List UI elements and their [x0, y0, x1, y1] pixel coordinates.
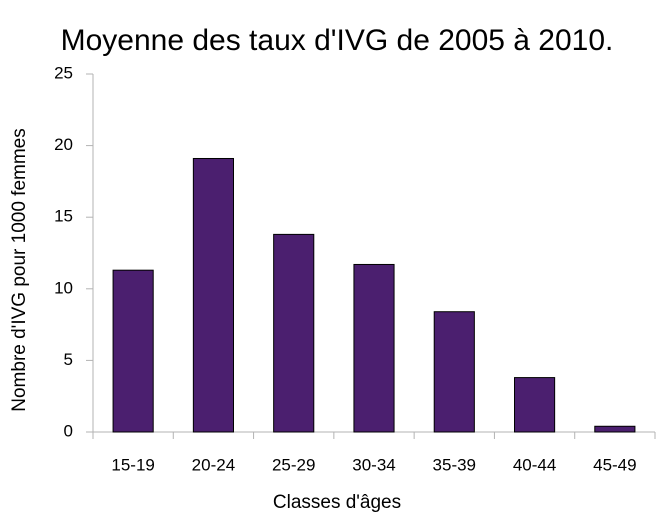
- y-tick-label: 25: [54, 63, 73, 82]
- bar: [273, 233, 315, 433]
- y-tick-label: 20: [54, 135, 73, 154]
- bar: [192, 157, 235, 433]
- y-tick-label: 5: [64, 350, 73, 369]
- y-axis-label: Nombre d'IVG pour 1000 femmes: [9, 128, 30, 411]
- x-tick-label: 25-29: [272, 455, 315, 474]
- y-tick-label: 10: [54, 278, 73, 297]
- bar: [514, 377, 556, 433]
- x-axis-label: Classes d'âges: [273, 492, 401, 513]
- bar: [433, 311, 475, 433]
- x-tick-label: 15-19: [111, 455, 154, 474]
- x-tick-label: 40-44: [513, 455, 556, 474]
- y-tick-label: 0: [64, 421, 73, 440]
- bar: [112, 269, 154, 433]
- x-tick-label: 30-34: [352, 455, 395, 474]
- x-tick-label: 45-49: [593, 455, 636, 474]
- chart-title: Moyenne des taux d'IVG de 2005 à 2010.: [61, 24, 614, 57]
- bar: [594, 425, 636, 433]
- x-tick-label: 35-39: [433, 455, 476, 474]
- y-tick-label: 15: [54, 207, 73, 226]
- bar: [353, 263, 395, 433]
- x-tick-label: 20-24: [192, 455, 235, 474]
